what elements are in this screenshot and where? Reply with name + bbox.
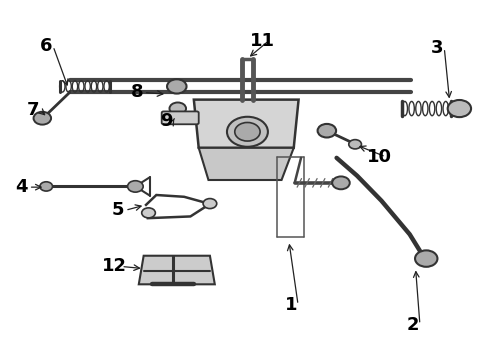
Circle shape — [127, 181, 143, 192]
Text: 10: 10 — [367, 148, 392, 166]
Text: 6: 6 — [40, 37, 52, 55]
Circle shape — [33, 112, 51, 125]
Text: 12: 12 — [102, 257, 127, 275]
Circle shape — [349, 140, 362, 149]
Text: 3: 3 — [431, 39, 444, 57]
Text: 9: 9 — [160, 112, 172, 130]
Circle shape — [332, 176, 350, 189]
Circle shape — [170, 103, 186, 114]
Circle shape — [318, 124, 336, 138]
Text: 8: 8 — [130, 84, 143, 102]
Text: 7: 7 — [27, 102, 39, 120]
Circle shape — [415, 250, 438, 267]
FancyBboxPatch shape — [162, 111, 199, 124]
Circle shape — [167, 79, 187, 94]
Polygon shape — [194, 100, 298, 148]
Circle shape — [203, 199, 217, 208]
Polygon shape — [199, 148, 294, 180]
Polygon shape — [139, 256, 215, 284]
Circle shape — [448, 100, 471, 117]
Circle shape — [235, 122, 260, 141]
Circle shape — [142, 208, 155, 218]
Text: 4: 4 — [16, 178, 28, 196]
Text: 1: 1 — [285, 296, 297, 314]
Circle shape — [40, 182, 52, 191]
Circle shape — [227, 117, 268, 147]
Text: 11: 11 — [249, 32, 274, 50]
Text: 5: 5 — [112, 201, 124, 219]
Text: 2: 2 — [407, 316, 419, 334]
